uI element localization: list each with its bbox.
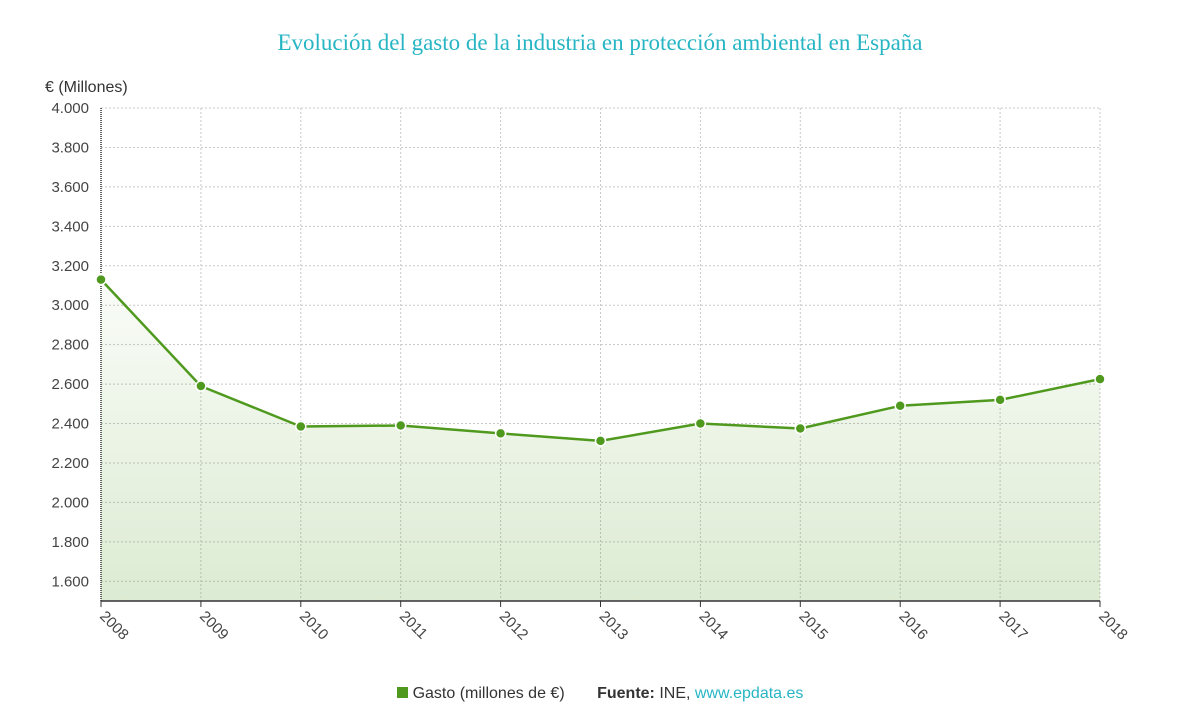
data-point xyxy=(594,435,607,447)
data-point xyxy=(694,417,707,430)
y-tick-label: 1.800 xyxy=(51,534,89,551)
y-tick-label: 3.600 xyxy=(51,179,89,196)
x-tick-label: 2012 xyxy=(496,608,532,644)
chart-title: Evolución del gasto de la industria en p… xyxy=(277,30,923,55)
legend: Gasto (millones de €) Fuente: INE, www.e… xyxy=(0,685,1200,703)
data-point xyxy=(195,380,207,392)
y-tick-label: 2.000 xyxy=(51,494,89,511)
x-tick-label: 2008 xyxy=(96,608,132,644)
x-tick-label: 2011 xyxy=(396,608,431,643)
x-tick-labels: 2008 2009 2010 2011 2012 2013 2014 2015 2016 2017… xyxy=(96,608,1131,644)
data-point xyxy=(95,273,107,286)
source-label: Fuente: xyxy=(597,685,655,702)
data-point xyxy=(1094,373,1106,385)
y-tick-labels: 1.600 1.800 2.000 2.200 2.400 2.600 2.800 3.000… xyxy=(51,100,89,590)
x-tick-label: 2018 xyxy=(1095,608,1131,644)
data-points xyxy=(95,273,1106,447)
y-axis-label: € (Millones) xyxy=(45,79,128,96)
data-point xyxy=(295,420,307,433)
y-tick-label: 3.000 xyxy=(51,297,89,314)
legend-swatch xyxy=(396,687,408,698)
y-tick-label: 4.000 xyxy=(51,100,89,117)
x-tick-label: 2015 xyxy=(795,608,831,644)
y-tick-label: 2.600 xyxy=(51,376,89,393)
x-tick-label: 2016 xyxy=(895,608,931,644)
x-tick-label: 2017 xyxy=(995,608,1031,644)
data-point xyxy=(994,394,1006,406)
axes xyxy=(100,108,1101,607)
x-tick-label: 2009 xyxy=(196,608,232,644)
data-point xyxy=(394,419,407,432)
data-point xyxy=(894,400,906,412)
y-tick-label: 3.800 xyxy=(51,139,89,156)
x-tick-label: 2014 xyxy=(696,608,732,644)
area-fill xyxy=(101,279,1100,601)
area-fill-layer xyxy=(101,279,1100,601)
y-tick-label: 1.600 xyxy=(51,573,89,590)
source-link[interactable]: www.epdata.es xyxy=(694,685,804,702)
data-point xyxy=(494,427,507,440)
data-point xyxy=(794,422,807,435)
y-tick-label: 3.400 xyxy=(51,218,89,235)
y-tick-label: 2.400 xyxy=(51,416,89,433)
y-tick-label: 2.800 xyxy=(51,337,89,354)
y-tick-label: 3.200 xyxy=(51,258,89,275)
x-tick-label: 2010 xyxy=(296,608,332,644)
y-tick-label: 2.200 xyxy=(51,455,89,472)
source-name: INE, xyxy=(659,685,691,702)
legend-series-label: Gasto (millones de €) xyxy=(412,685,565,702)
x-tick-label: 2013 xyxy=(596,608,632,644)
